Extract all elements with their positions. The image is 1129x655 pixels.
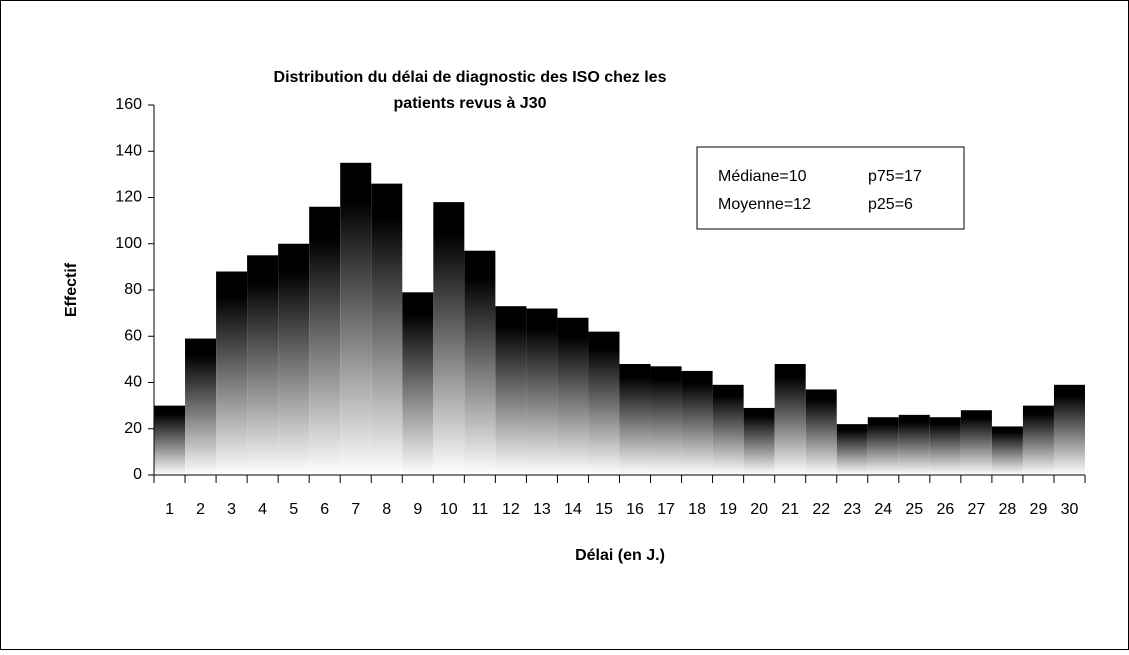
x-tick-label: 27 [967, 501, 985, 518]
bar [929, 417, 961, 475]
x-axis-label: Délai (en J.) [575, 547, 665, 564]
y-tick-label: 160 [115, 96, 142, 113]
bar [371, 183, 403, 475]
bar [650, 366, 682, 475]
x-tick-label: 12 [502, 501, 520, 518]
bar [526, 308, 558, 475]
bar [681, 370, 713, 475]
y-axis-label: Effectif [63, 262, 80, 317]
x-tick-label: 28 [999, 501, 1017, 518]
bar [278, 243, 310, 475]
x-tick-label: 21 [781, 501, 799, 518]
bar [805, 389, 837, 475]
x-tick-label: 2 [196, 501, 205, 518]
bar [619, 364, 651, 475]
bar [743, 407, 775, 475]
x-tick-label: 19 [719, 501, 737, 518]
bar [836, 424, 868, 475]
annotation-box [696, 146, 965, 230]
x-tick-label: 15 [595, 501, 613, 518]
x-tick-label: 10 [440, 501, 458, 518]
x-tick-label: 9 [413, 501, 422, 518]
bar [867, 417, 899, 475]
x-tick-label: 1 [165, 501, 174, 518]
bar [960, 410, 992, 475]
y-tick-label: 100 [115, 235, 142, 252]
bar [185, 338, 217, 475]
chart-title: Distribution du délai de diagnostic des … [274, 69, 667, 86]
bar [991, 426, 1023, 475]
y-tick-label: 140 [115, 142, 142, 159]
x-tick-label: 26 [936, 501, 954, 518]
y-tick-label: 80 [124, 281, 142, 298]
bar [216, 271, 248, 475]
x-tick-label: 8 [382, 501, 391, 518]
x-tick-label: 18 [688, 501, 706, 518]
y-tick-label: 40 [124, 374, 142, 391]
x-tick-label: 22 [812, 501, 830, 518]
bar [247, 255, 279, 475]
annotation: Moyenne=12 [718, 196, 811, 213]
bar [154, 405, 186, 475]
x-tick-label: 6 [320, 501, 329, 518]
y-tick-label: 20 [124, 420, 142, 437]
y-tick-label: 0 [133, 466, 142, 483]
y-tick-label: 120 [115, 189, 142, 206]
bar [309, 206, 341, 475]
x-tick-label: 5 [289, 501, 298, 518]
bar [464, 250, 496, 475]
bar [402, 292, 434, 475]
annotation: p25=6 [868, 196, 913, 213]
y-tick-label: 60 [124, 327, 142, 344]
bar [712, 384, 744, 475]
x-tick-label: 30 [1061, 501, 1079, 518]
bar [588, 331, 620, 475]
x-tick-label: 14 [564, 501, 582, 518]
annotation: Médiane=10 [718, 168, 807, 185]
x-tick-label: 24 [874, 501, 892, 518]
annotation: p75=17 [868, 168, 922, 185]
x-tick-label: 3 [227, 501, 236, 518]
x-tick-label: 4 [258, 501, 267, 518]
bar [774, 364, 806, 475]
bar [433, 202, 465, 475]
bar [557, 317, 589, 475]
x-tick-label: 29 [1030, 501, 1048, 518]
chart-title: patients revus à J30 [394, 95, 547, 112]
x-tick-label: 23 [843, 501, 861, 518]
bar [1053, 384, 1085, 475]
x-tick-label: 7 [351, 501, 360, 518]
bar [495, 306, 527, 475]
bar [1022, 405, 1054, 475]
bar [340, 162, 372, 475]
bar [898, 414, 930, 475]
x-tick-label: 17 [657, 501, 675, 518]
x-tick-label: 20 [750, 501, 768, 518]
x-tick-label: 13 [533, 501, 551, 518]
x-tick-label: 16 [626, 501, 644, 518]
x-tick-label: 11 [472, 501, 489, 518]
x-tick-label: 25 [905, 501, 923, 518]
